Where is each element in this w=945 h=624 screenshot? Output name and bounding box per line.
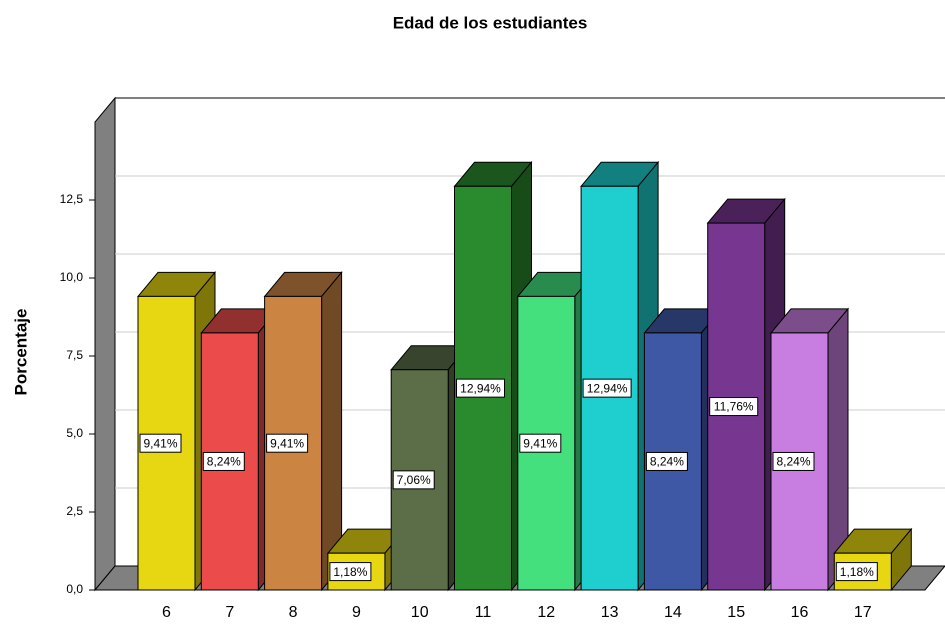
- y-axis-label: Porcentaje: [11, 309, 30, 396]
- chart-title: Edad de los estudiantes: [393, 13, 588, 32]
- value-label-box: [519, 433, 562, 453]
- value-label: 1,18%: [840, 565, 874, 579]
- value-label: 9,41%: [270, 436, 304, 450]
- x-tick-label: 17: [854, 604, 872, 621]
- value-label-box: [772, 451, 815, 471]
- left-wall: [94, 96, 116, 592]
- value-label: 1,18%: [333, 565, 367, 579]
- x-tick-label: 15: [727, 604, 745, 621]
- value-label: 12,94%: [460, 381, 501, 395]
- value-label: 12,94%: [587, 381, 628, 395]
- y-tick-label: 2,5: [66, 504, 83, 518]
- x-tick-label: 6: [162, 604, 171, 621]
- y-tick-label: 12,5: [60, 192, 84, 206]
- value-label-box: [139, 433, 182, 453]
- y-tick-label: 10,0: [60, 270, 84, 284]
- value-label: 8,24%: [776, 455, 810, 469]
- value-label: 8,24%: [207, 455, 241, 469]
- value-label-box: [202, 451, 245, 471]
- x-tick-label: 12: [537, 604, 555, 621]
- x-tick-label: 16: [791, 604, 809, 621]
- value-label-box: [266, 433, 309, 453]
- value-label-box: [835, 562, 878, 582]
- value-label-box: [329, 562, 372, 582]
- x-tick-label: 9: [352, 604, 361, 621]
- y-tick-label: 0,0: [66, 582, 83, 596]
- value-label: 11,76%: [714, 400, 754, 414]
- x-tick-label: 7: [225, 604, 234, 621]
- value-label: 9,41%: [523, 436, 557, 450]
- y-tick-label: 5,0: [66, 426, 83, 440]
- value-label-box: [392, 470, 435, 490]
- x-tick-label: 13: [601, 604, 619, 621]
- x-tick-label: 10: [411, 604, 429, 621]
- value-label: 8,24%: [650, 455, 684, 469]
- x-tick-label: 8: [289, 604, 298, 621]
- value-label: 7,06%: [397, 473, 431, 487]
- value-label-box: [456, 378, 505, 398]
- value-label-box: [645, 451, 688, 471]
- y-tick-label: 7,5: [66, 348, 83, 362]
- x-tick-label: 11: [475, 604, 492, 621]
- value-label: 9,41%: [143, 436, 177, 450]
- value-label-box: [709, 397, 759, 417]
- value-label-box: [582, 378, 632, 398]
- x-tick-label: 14: [664, 604, 682, 621]
